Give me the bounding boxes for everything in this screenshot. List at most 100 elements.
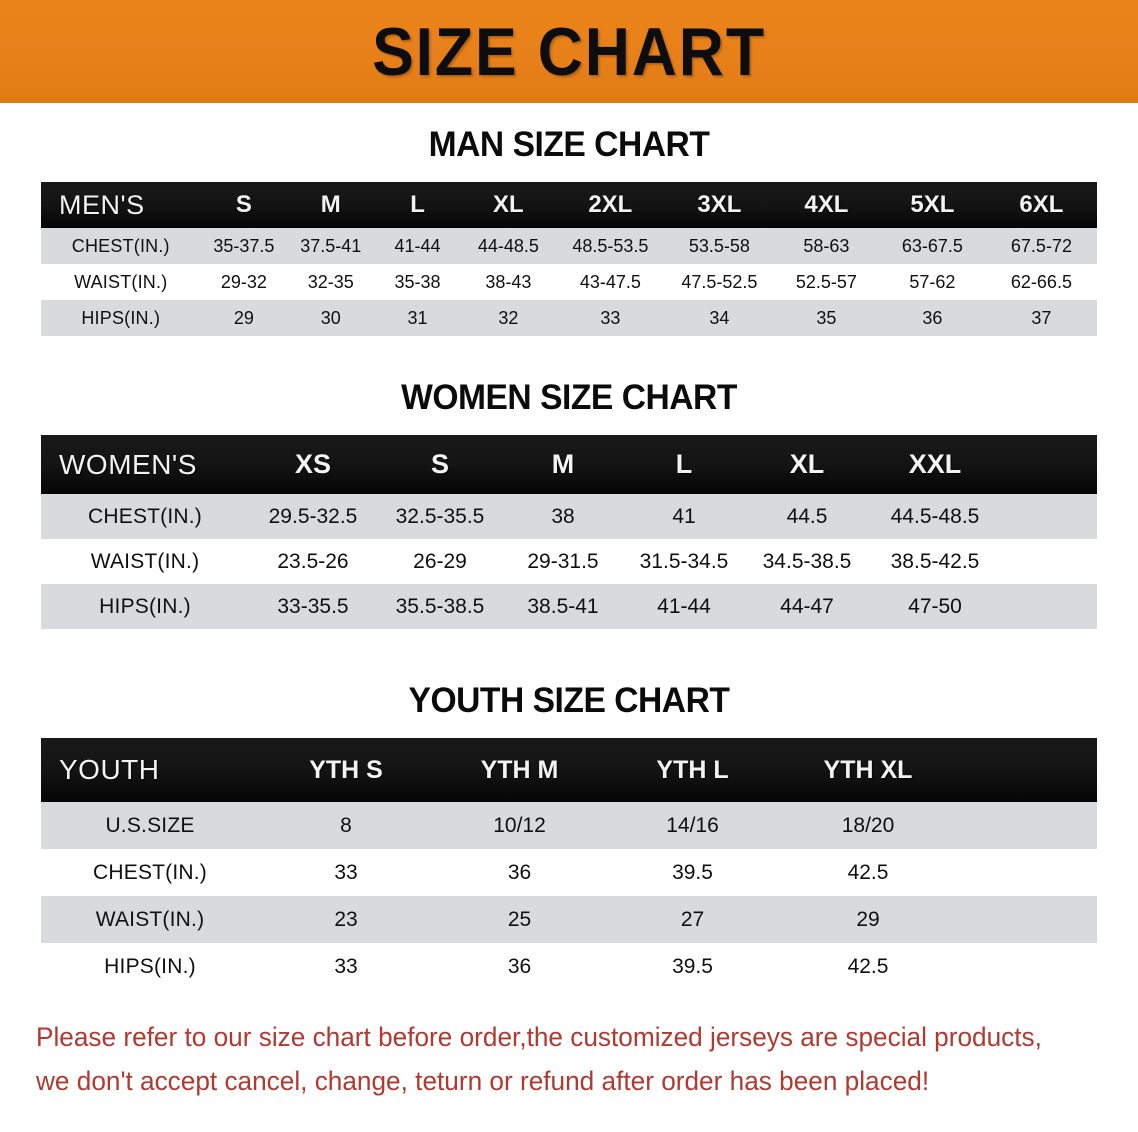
man-column-header: 5XL <box>910 191 955 218</box>
women-corner-label: WOMEN'S <box>59 448 197 480</box>
women-column-header: S <box>430 449 449 479</box>
man-cell: 67.5-72 <box>1010 235 1072 256</box>
man-table-body: MEN'S S M L XL 2XL 3XL 4XL 5XL 6XL CHEST(IN.) 35-37… <box>41 182 1097 336</box>
man-cell: 38-43 <box>485 271 532 292</box>
man-cell: 41-44 <box>394 235 441 256</box>
women-column-header: M <box>551 449 575 479</box>
youth-size-table: YOUTH YTH S YTH M YTH L YTH XL U.S.SIZE 8 10/12… <box>41 738 1097 990</box>
man-cell: 36 <box>922 307 943 328</box>
youth-row-label: WAIST(IN.) <box>95 907 205 931</box>
man-section-title: MAN SIZE CHART <box>428 125 710 164</box>
youth-row-label: HIPS(IN.) <box>104 954 196 978</box>
man-column-header: M <box>320 191 341 218</box>
youth-cell <box>957 802 1097 849</box>
man-column-header: 6XL <box>1019 191 1064 218</box>
women-section-title: WOMEN SIZE CHART <box>401 378 737 417</box>
women-row-label: CHEST(IN.) <box>88 504 202 528</box>
man-size-section: MAN SIZE CHART MEN'S S M L XL 2XL 3XL 4XL 5XL 6XL… <box>0 125 1138 336</box>
women-table-row: WAIST(IN.) 23.5-26 26-29 29-31.5 31.5-34.5 34… <box>41 539 1097 584</box>
women-cell: 44.5 <box>786 504 828 528</box>
youth-cell: 8 <box>340 813 352 837</box>
women-table-row: CHEST(IN.) 29.5-32.5 32.5-35.5 38 41 44.5 44.5… <box>41 494 1097 539</box>
women-cell: 41-44 <box>657 594 711 618</box>
youth-cell: 36 <box>507 954 532 978</box>
youth-table-row: HIPS(IN.) 33 36 39.5 42.5 <box>41 943 1097 990</box>
man-cell: 32-35 <box>307 271 354 292</box>
women-cell <box>1001 584 1097 629</box>
man-row-label: WAIST(IN.) <box>74 271 168 292</box>
man-cell: 43-47.5 <box>579 271 641 292</box>
youth-cell: 18/20 <box>841 813 895 837</box>
women-cell: 35.5-38.5 <box>395 594 485 618</box>
man-cell: 29 <box>233 307 254 328</box>
youth-column-header <box>957 738 1097 802</box>
women-cell: 29-31.5 <box>527 549 599 573</box>
youth-cell <box>957 943 1097 990</box>
man-cell: 52.5-57 <box>795 271 857 292</box>
man-table-row: HIPS(IN.) 29 30 31 32 33 34 35 36 37 <box>41 300 1097 336</box>
man-cell: 35-38 <box>394 271 441 292</box>
women-cell: 31.5-34.5 <box>639 549 729 573</box>
youth-cell: 29 <box>856 907 880 931</box>
youth-column-header: YTH L <box>656 755 729 784</box>
order-policy-note-line-1: Please refer to our size chart before or… <box>36 1022 1042 1052</box>
women-cell: 26-29 <box>413 549 467 573</box>
youth-table-row: CHEST(IN.) 33 36 39.5 42.5 <box>41 849 1097 896</box>
youth-cell: 39.5 <box>672 954 713 978</box>
women-column-header: XS <box>294 449 332 479</box>
youth-cell: 10/12 <box>493 813 546 837</box>
women-cell: 33-35.5 <box>277 594 349 618</box>
youth-column-header: YTH S <box>309 755 383 784</box>
youth-cell: 42.5 <box>847 860 889 884</box>
women-cell: 41 <box>672 504 696 528</box>
women-cell <box>1001 494 1097 539</box>
women-cell: 44-47 <box>780 594 834 618</box>
women-column-header: XXL <box>908 449 962 479</box>
man-column-header: 2XL <box>588 191 633 218</box>
page-banner: SIZE CHART <box>0 0 1138 103</box>
man-cell: 35 <box>816 307 837 328</box>
man-cell: 48.5-53.5 <box>572 235 649 256</box>
order-policy-note: Please refer to our size chart before or… <box>36 1016 1070 1103</box>
man-table-row: WAIST(IN.) 29-32 32-35 35-38 38-43 43-47.5 47.… <box>41 264 1097 300</box>
man-column-header: L <box>410 191 425 218</box>
youth-table-row: WAIST(IN.) 23 25 27 29 <box>41 896 1097 943</box>
youth-cell: 39.5 <box>672 860 713 884</box>
man-column-header: 4XL <box>804 191 849 218</box>
order-policy-note-line-2: we don't accept cancel, change, teturn o… <box>36 1065 930 1096</box>
man-corner-label: MEN'S <box>59 189 145 220</box>
man-size-table: MEN'S S M L XL 2XL 3XL 4XL 5XL 6XL CHEST(IN.) 35-37… <box>41 182 1097 336</box>
youth-table-body: YOUTH YTH S YTH M YTH L YTH XL U.S.SIZE 8 10/12… <box>41 738 1097 990</box>
youth-cell: 33 <box>334 954 358 978</box>
women-cell: 34.5-38.5 <box>762 549 852 573</box>
man-cell: 33 <box>600 307 621 328</box>
man-cell: 32 <box>498 307 519 328</box>
man-cell: 30 <box>320 307 341 328</box>
youth-size-section: YOUTH SIZE CHART YOUTH YTH S YTH M YTH L YTH… <box>0 681 1138 990</box>
women-row-label: WAIST(IN.) <box>90 549 200 573</box>
man-cell: 63-67.5 <box>901 235 963 256</box>
youth-cell: 25 <box>507 907 532 931</box>
man-cell: 44-48.5 <box>477 235 539 256</box>
man-cell: 35-37.5 <box>213 235 275 256</box>
women-cell: 44.5-48.5 <box>890 504 980 528</box>
youth-cell: 27 <box>680 907 705 931</box>
women-cell: 32.5-35.5 <box>395 504 485 528</box>
youth-section-title: YOUTH SIZE CHART <box>408 681 730 720</box>
women-cell: 47-50 <box>908 594 962 618</box>
man-cell: 34 <box>709 307 730 328</box>
women-cell: 38.5-42.5 <box>890 549 980 573</box>
women-table-body: WOMEN'S XS S M L XL XXL CHEST(IN.) 29.5-32.5 32.5… <box>41 435 1097 629</box>
women-header-row: WOMEN'S XS S M L XL XXL <box>41 435 1097 494</box>
youth-row-label: CHEST(IN.) <box>93 860 207 884</box>
youth-cell: 23 <box>334 907 358 931</box>
man-cell: 58-63 <box>803 235 850 256</box>
women-column-header <box>1001 435 1097 494</box>
women-size-table: WOMEN'S XS S M L XL XXL CHEST(IN.) 29.5-32.5 32.5… <box>41 435 1097 629</box>
youth-cell <box>957 849 1097 896</box>
man-column-header: S <box>235 191 252 218</box>
man-row-label: CHEST(IN.) <box>71 235 170 256</box>
youth-row-label: U.S.SIZE <box>105 813 195 837</box>
youth-corner-label: YOUTH <box>59 754 160 785</box>
women-column-header: L <box>675 449 693 479</box>
